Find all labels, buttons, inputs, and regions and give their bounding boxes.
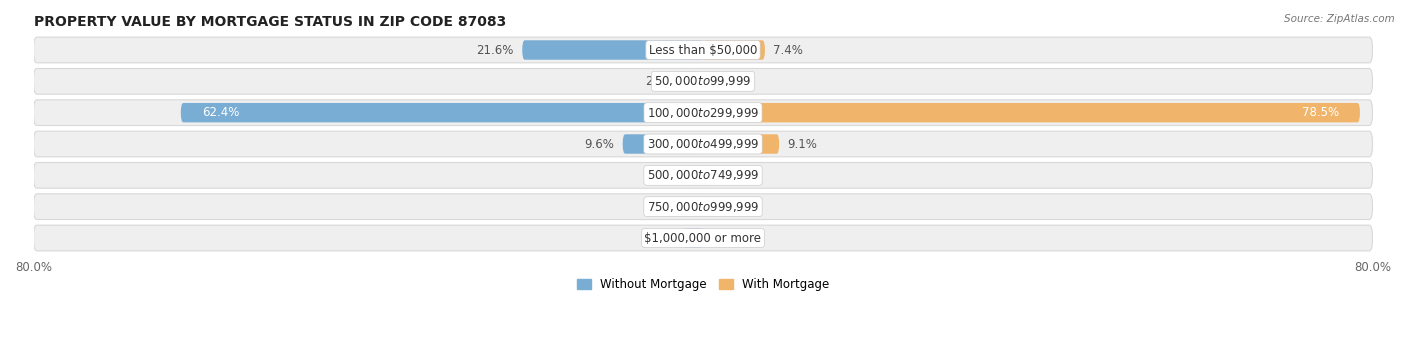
FancyBboxPatch shape bbox=[703, 40, 765, 60]
Text: 1.7%: 1.7% bbox=[725, 200, 755, 213]
FancyBboxPatch shape bbox=[703, 166, 717, 185]
FancyBboxPatch shape bbox=[34, 163, 1372, 188]
FancyBboxPatch shape bbox=[703, 103, 1360, 122]
Text: 62.4%: 62.4% bbox=[201, 106, 239, 119]
Text: 7.4%: 7.4% bbox=[773, 44, 803, 57]
Text: Source: ZipAtlas.com: Source: ZipAtlas.com bbox=[1284, 14, 1395, 24]
FancyBboxPatch shape bbox=[689, 166, 703, 185]
FancyBboxPatch shape bbox=[34, 225, 1372, 251]
FancyBboxPatch shape bbox=[703, 197, 717, 217]
FancyBboxPatch shape bbox=[703, 134, 779, 154]
Text: 9.6%: 9.6% bbox=[585, 137, 614, 150]
Text: $50,000 to $99,999: $50,000 to $99,999 bbox=[654, 74, 752, 88]
Text: 1.7%: 1.7% bbox=[725, 75, 755, 88]
Text: 1.7%: 1.7% bbox=[725, 169, 755, 182]
Text: $750,000 to $999,999: $750,000 to $999,999 bbox=[647, 200, 759, 214]
FancyBboxPatch shape bbox=[683, 72, 703, 91]
Text: $100,000 to $299,999: $100,000 to $299,999 bbox=[647, 106, 759, 120]
Text: 1.6%: 1.6% bbox=[651, 169, 682, 182]
Text: $1,000,000 or more: $1,000,000 or more bbox=[644, 232, 762, 244]
FancyBboxPatch shape bbox=[181, 103, 703, 122]
FancyBboxPatch shape bbox=[34, 69, 1372, 94]
FancyBboxPatch shape bbox=[522, 40, 703, 60]
FancyBboxPatch shape bbox=[683, 228, 703, 248]
Text: $300,000 to $499,999: $300,000 to $499,999 bbox=[647, 137, 759, 151]
Text: Less than $50,000: Less than $50,000 bbox=[648, 44, 758, 57]
Text: 2.4%: 2.4% bbox=[645, 75, 675, 88]
Text: 0.0%: 0.0% bbox=[711, 232, 741, 244]
Legend: Without Mortgage, With Mortgage: Without Mortgage, With Mortgage bbox=[572, 273, 834, 296]
FancyBboxPatch shape bbox=[703, 72, 717, 91]
FancyBboxPatch shape bbox=[34, 37, 1372, 63]
FancyBboxPatch shape bbox=[34, 194, 1372, 220]
Text: 21.6%: 21.6% bbox=[477, 44, 513, 57]
Text: PROPERTY VALUE BY MORTGAGE STATUS IN ZIP CODE 87083: PROPERTY VALUE BY MORTGAGE STATUS IN ZIP… bbox=[34, 15, 506, 29]
Text: 0.0%: 0.0% bbox=[665, 200, 695, 213]
Text: 2.4%: 2.4% bbox=[645, 232, 675, 244]
Text: 9.1%: 9.1% bbox=[787, 137, 817, 150]
Text: $500,000 to $749,999: $500,000 to $749,999 bbox=[647, 168, 759, 182]
Text: 78.5%: 78.5% bbox=[1302, 106, 1339, 119]
FancyBboxPatch shape bbox=[623, 134, 703, 154]
FancyBboxPatch shape bbox=[34, 100, 1372, 125]
FancyBboxPatch shape bbox=[34, 131, 1372, 157]
